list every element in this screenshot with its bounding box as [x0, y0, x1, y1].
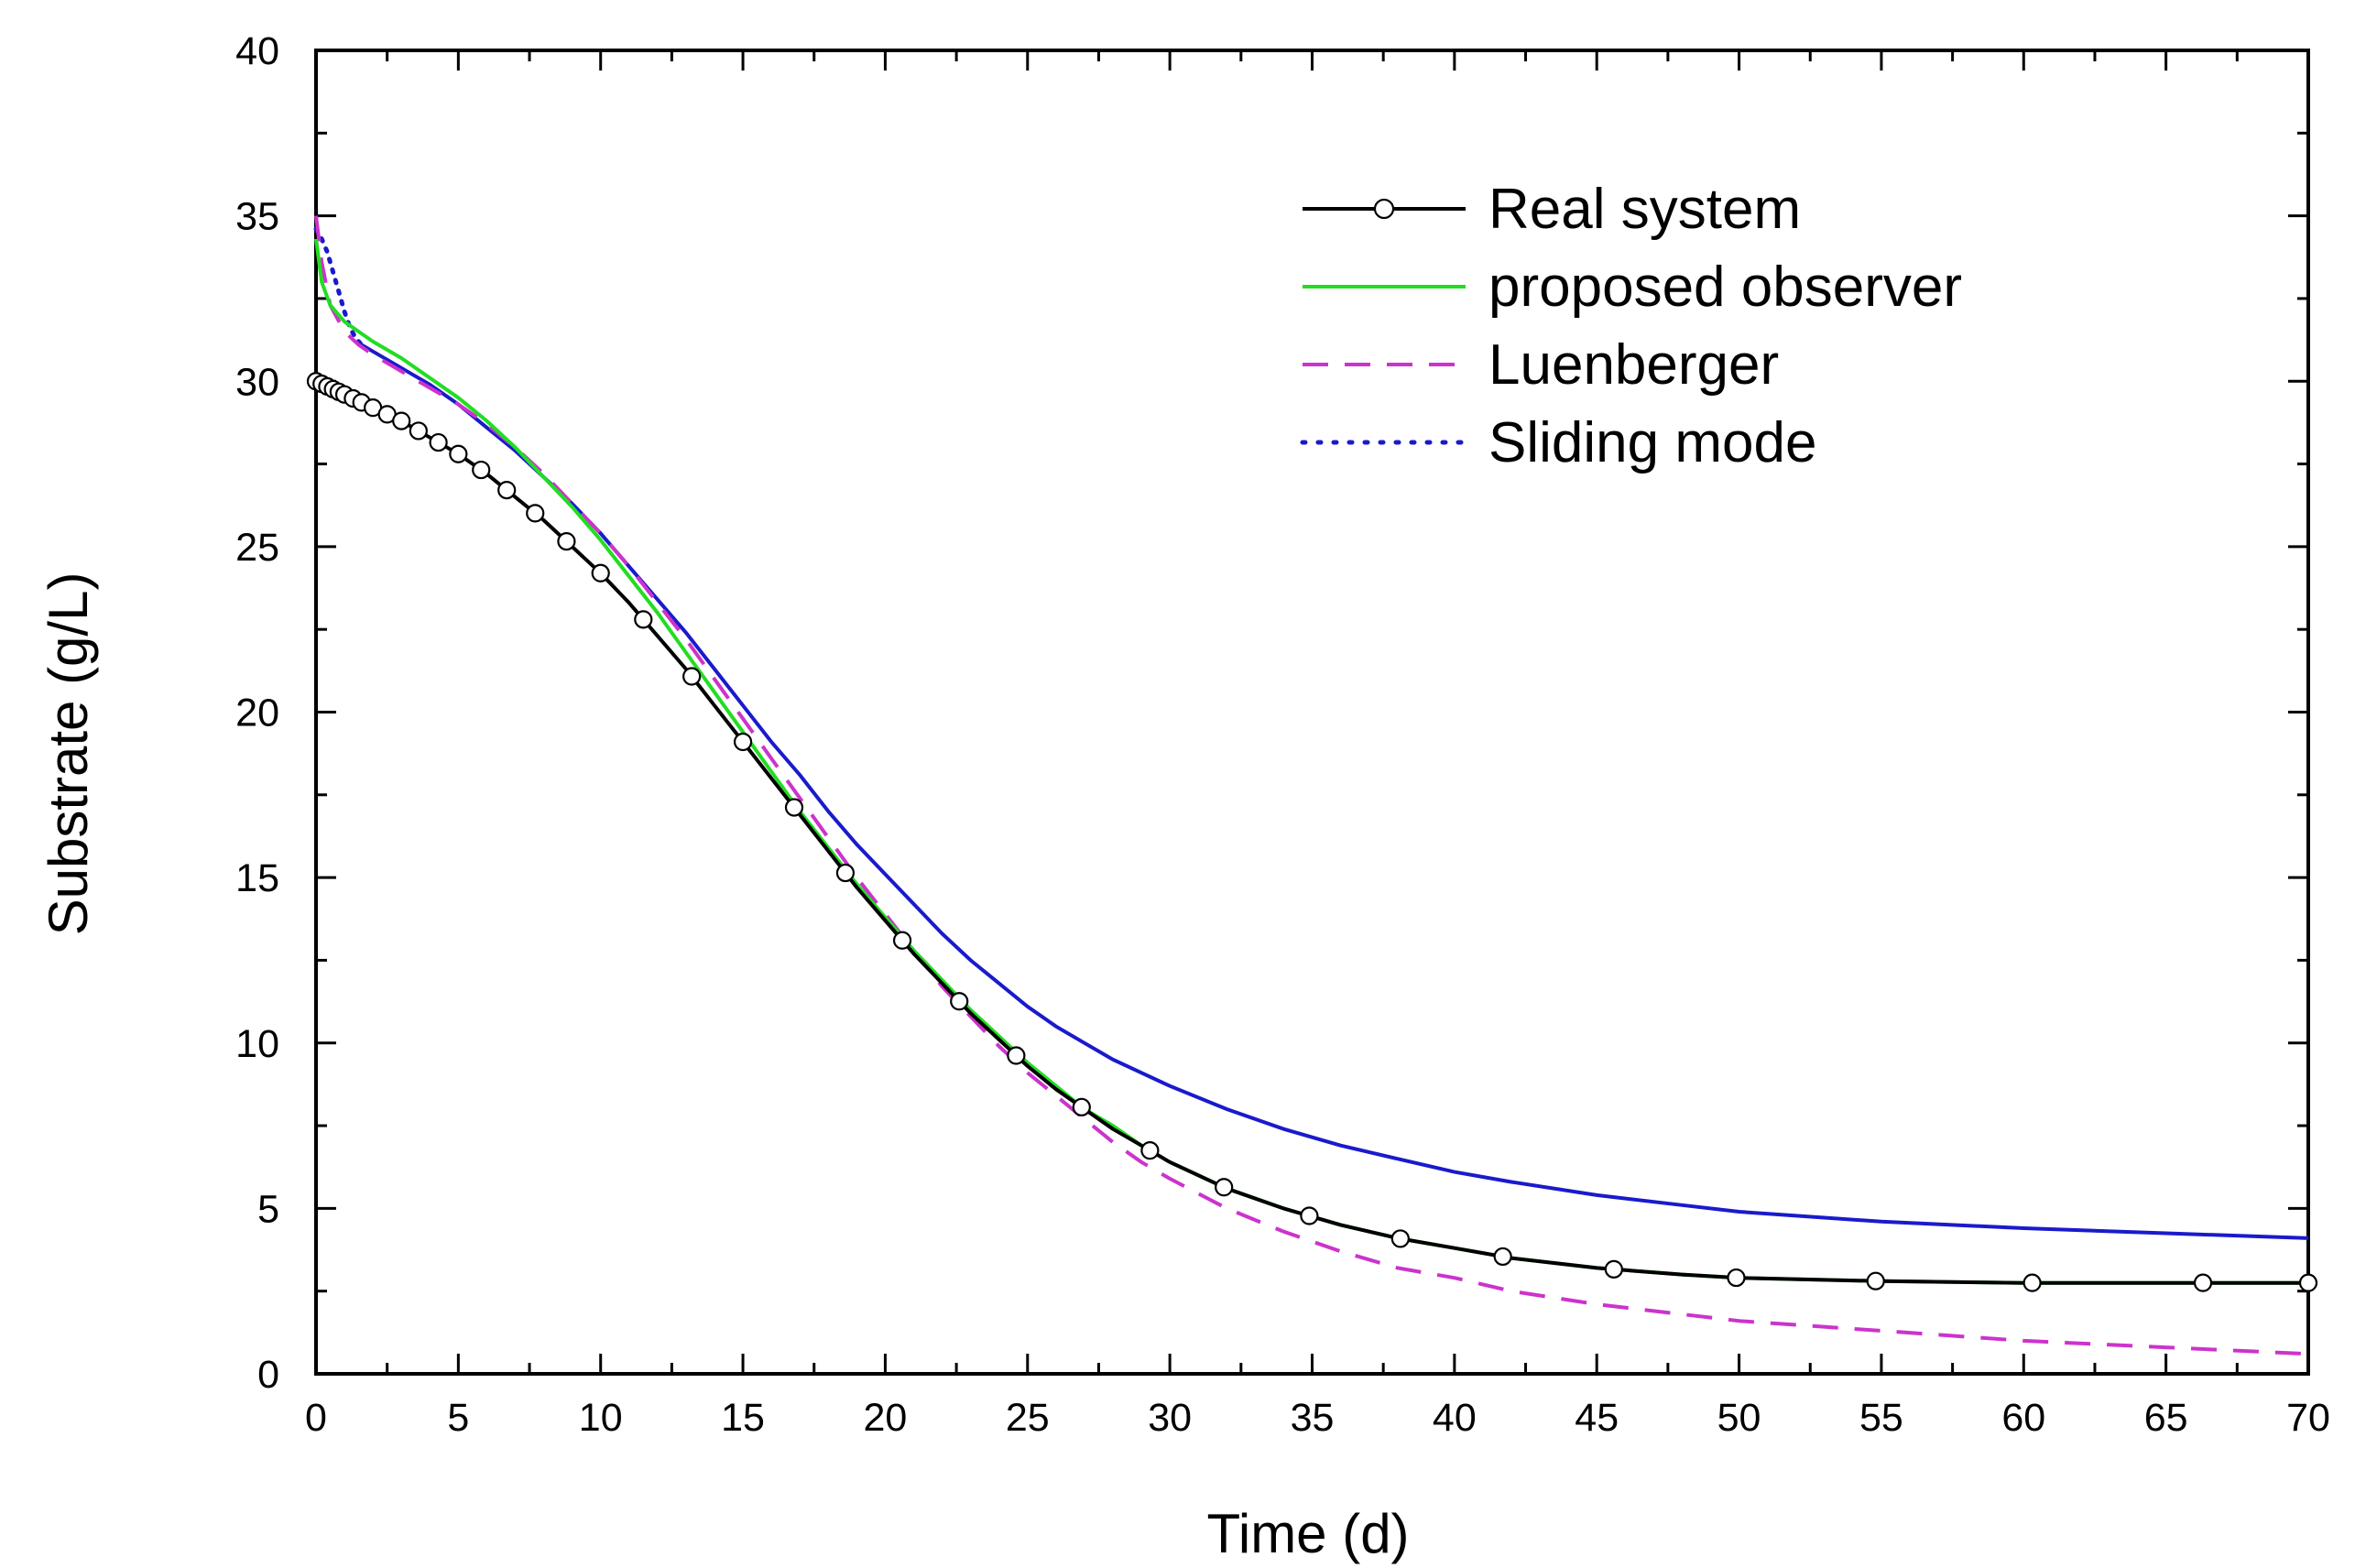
series-line [314, 215, 2309, 1356]
data-point [784, 798, 804, 817]
y-tick-label: 5 [257, 1187, 279, 1231]
data-point [1493, 1247, 1512, 1267]
legend-item: Sliding mode [1300, 411, 1816, 474]
x-tick-label: 0 [305, 1396, 327, 1440]
data-point [950, 992, 969, 1011]
x-axis-title: Time (d) [1206, 1503, 1409, 1564]
series-line [360, 343, 2309, 1240]
plot-frame [314, 49, 2310, 1376]
x-tick-label: 30 [1148, 1396, 1192, 1440]
y-tick-label: 20 [235, 691, 279, 735]
x-tick-label: 45 [1575, 1396, 1619, 1440]
y-tick-label: 30 [235, 360, 279, 404]
data-point [409, 421, 428, 441]
legend-item: Luenberger [1303, 333, 1779, 397]
data-point [1072, 1097, 1091, 1116]
data-point [634, 610, 653, 629]
x-tick-label: 15 [721, 1396, 765, 1440]
legend-item: proposed observer [1303, 256, 1962, 319]
y-tick-label: 35 [235, 195, 279, 239]
series-luenberger [314, 215, 2309, 1356]
data-point [591, 563, 610, 583]
y-axis-title: Substrate (g/L) [38, 572, 99, 936]
x-tick-label: 20 [864, 1396, 908, 1440]
data-point [449, 444, 468, 463]
data-point [2298, 1273, 2318, 1292]
y-tick-label: 15 [235, 856, 279, 900]
plot-border [314, 49, 2310, 1376]
x-tick-label: 65 [2144, 1396, 2188, 1440]
data-point [392, 411, 411, 430]
series-line [314, 238, 2308, 1285]
x-tick-label: 50 [1717, 1396, 1761, 1440]
series-layer [306, 215, 2318, 1356]
data-point [557, 531, 576, 551]
x-axis: 0 5 10 15 20 25 30 35 40 45 50 55 60 65 70 [305, 50, 2330, 1440]
x-tick-label: 55 [1859, 1396, 1903, 1440]
data-point [526, 504, 545, 523]
x-tick-label: 5 [447, 1396, 469, 1440]
series-line [315, 379, 2308, 1285]
data-point [892, 931, 912, 950]
x-tick-label: 40 [1433, 1396, 1477, 1440]
y-axis: 0 5 10 15 20 25 30 35 40 [235, 29, 2308, 1397]
legend-label: Real system [1488, 178, 1801, 241]
legend-item: Real system [1303, 178, 1801, 241]
data-point [2022, 1273, 2042, 1292]
data-point [1007, 1046, 1026, 1065]
data-point [1140, 1141, 1160, 1160]
data-point [733, 732, 753, 752]
data-point [429, 432, 448, 452]
data-point [472, 460, 491, 480]
data-point [1300, 1206, 1319, 1225]
legend-label: proposed observer [1488, 256, 1962, 319]
data-point [1215, 1178, 1234, 1197]
data-point [682, 667, 702, 686]
data-point [2193, 1273, 2213, 1292]
series-sliding-mode [313, 226, 2309, 1240]
data-point [497, 481, 517, 500]
y-tick-label: 10 [235, 1022, 279, 1066]
x-tick-label: 10 [579, 1396, 623, 1440]
legend: Real system proposed observer Luenberger Sl… [1300, 178, 1962, 474]
series-line-dotted [313, 226, 365, 347]
y-tick-label: 25 [235, 526, 279, 570]
y-tick-label: 0 [257, 1353, 279, 1397]
data-point [1866, 1271, 1885, 1290]
y-tick-label: 40 [235, 29, 279, 73]
x-tick-label: 35 [1291, 1396, 1335, 1440]
legend-label: Sliding mode [1488, 411, 1816, 474]
series-proposed-observer [314, 238, 2308, 1285]
data-point [835, 863, 856, 883]
series-real-system [306, 372, 2318, 1292]
x-tick-label: 60 [2001, 1396, 2045, 1440]
x-tick-label: 70 [2286, 1396, 2330, 1440]
legend-label: Luenberger [1488, 333, 1779, 397]
data-point [1727, 1268, 1746, 1288]
data-point [1604, 1259, 1623, 1279]
legend-marker [1373, 198, 1395, 220]
x-tick-label: 25 [1006, 1396, 1050, 1440]
data-point [1390, 1229, 1410, 1248]
